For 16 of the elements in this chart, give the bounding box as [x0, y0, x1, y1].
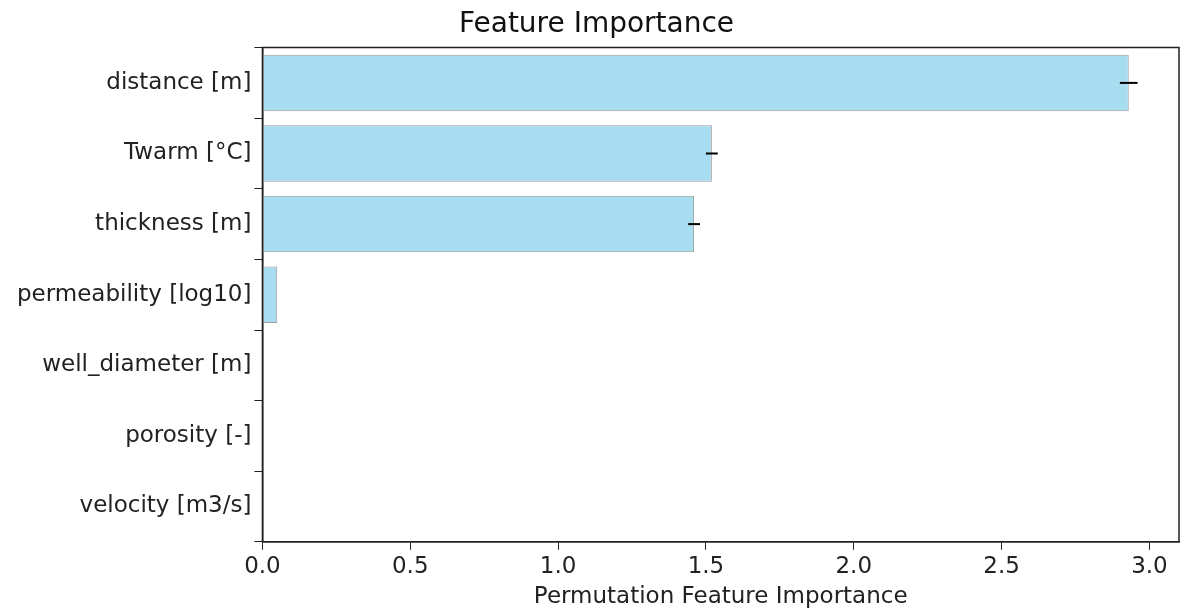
x-tick-label: 3.0: [1131, 551, 1168, 578]
y-tick-label: distance [m]: [106, 67, 252, 94]
chart-title: Feature Importance: [458, 6, 735, 40]
y-tick-label: thickness [m]: [95, 209, 252, 236]
x-tick-label: 1.0: [539, 551, 577, 578]
y-tick-label: porosity [-]: [125, 420, 252, 447]
y-tick-label: velocity [m3/s]: [79, 491, 252, 518]
y-tick-label: permeability [log10]: [17, 279, 252, 306]
y-tick-label: well_diameter [m]: [42, 350, 252, 377]
x-tick-label: 0.0: [244, 551, 281, 578]
x-tick-label: 1.5: [687, 551, 725, 578]
x-tick-label: 2.5: [983, 551, 1020, 578]
x-tick-label: 0.5: [391, 551, 429, 578]
x-axis-title: Permutation Feature Importance: [533, 582, 908, 609]
x-tick-label: 2.0: [835, 551, 873, 578]
y-tick-label: Twarm [°C]: [123, 138, 252, 165]
